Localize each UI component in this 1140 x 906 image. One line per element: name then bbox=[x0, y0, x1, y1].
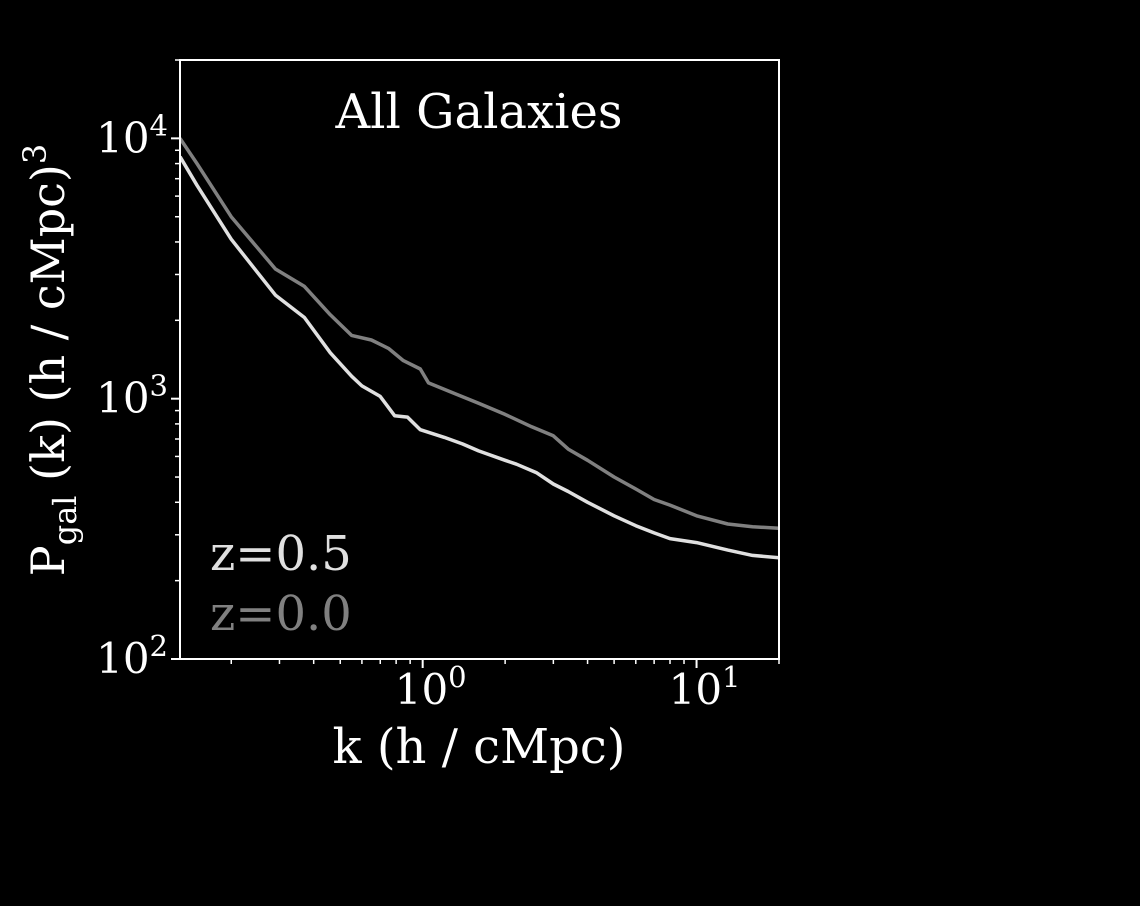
y-label-main: P bbox=[21, 545, 75, 576]
y-tick-label: 104 bbox=[96, 108, 168, 162]
legend: z=0.5 z=0.0 bbox=[210, 526, 352, 642]
series-lines bbox=[180, 137, 779, 560]
series-line-z05 bbox=[180, 155, 779, 560]
y-tick-label: 103 bbox=[96, 369, 168, 423]
y-axis-label: Pgal (k) (h / cMpc)3 bbox=[16, 144, 84, 576]
x-tick-label: 101 bbox=[669, 660, 741, 714]
series-line-z00 bbox=[180, 137, 779, 530]
y-label-subscript: gal bbox=[46, 495, 84, 545]
tick-labels: 100 101 102 103 104 bbox=[96, 108, 740, 714]
x-axis-label: k (h / cMpc) bbox=[332, 719, 625, 775]
chart-title: All Galaxies bbox=[334, 84, 622, 140]
y-label-rest: (k) (h / cMpc) bbox=[21, 164, 75, 495]
y-tick-label: 102 bbox=[96, 629, 168, 683]
legend-entry-z05: z=0.5 bbox=[210, 526, 352, 582]
plot-frame bbox=[179, 59, 780, 660]
legend-entry-z00: z=0.0 bbox=[210, 586, 352, 642]
x-tick-label: 100 bbox=[395, 660, 467, 714]
y-label-superscript: 3 bbox=[16, 144, 54, 164]
